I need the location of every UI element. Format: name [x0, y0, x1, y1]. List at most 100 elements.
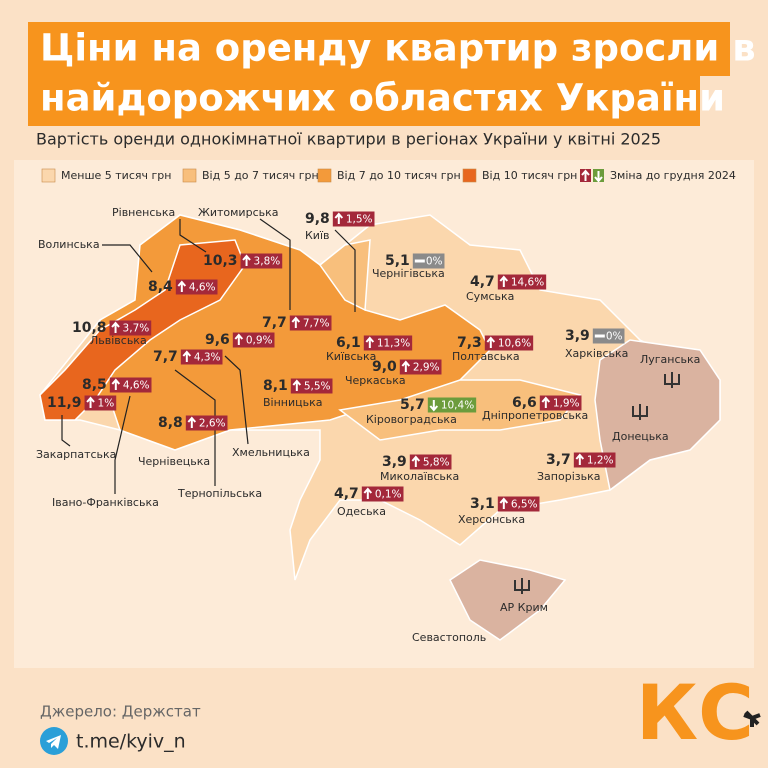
- change-badge: [361, 486, 404, 502]
- occupied-fill: [449, 559, 567, 641]
- change-badge: [109, 377, 152, 393]
- trend-icon: [499, 497, 509, 509]
- region-name: Херсонська: [458, 513, 525, 526]
- price-label: 8,4: [148, 279, 173, 295]
- region-name: Луганська: [640, 353, 700, 366]
- trend-icon: [365, 336, 375, 348]
- price-label: 10,8: [72, 320, 107, 336]
- change-label: 0%: [606, 331, 623, 343]
- legend-label: Від 7 до 10 тисяч грн: [337, 169, 461, 182]
- change-badge: [592, 328, 625, 344]
- price-label: 5,7: [400, 397, 425, 413]
- change-label: 0,9%: [246, 335, 273, 347]
- logo: КС: [636, 668, 754, 757]
- change-label: 2,9%: [413, 362, 440, 374]
- price-label: 3,1: [470, 496, 495, 512]
- change-label: 5,5%: [304, 381, 331, 393]
- price-label: 3,7: [546, 452, 571, 468]
- change-badge: [409, 454, 452, 470]
- legend-label: Від 5 до 7 тисяч грн: [202, 169, 319, 182]
- price-label: 7,7: [153, 349, 178, 365]
- change-label: 11,3%: [377, 338, 410, 350]
- price-label: 3,9: [382, 454, 407, 470]
- source: Джерело: Держстат: [40, 703, 201, 721]
- region-name: Рівненська: [112, 206, 175, 219]
- region-name: Львівська: [90, 334, 147, 347]
- title-line: найдорожчих областях України: [40, 77, 725, 120]
- price-label: 8,8: [158, 415, 183, 431]
- region-name: Київ: [305, 229, 330, 242]
- region-name: Донецька: [612, 430, 669, 443]
- region-name: Сумська: [466, 290, 514, 303]
- change-label: 10,4%: [441, 400, 474, 412]
- change-badge: [185, 415, 228, 431]
- change-label: 7,7%: [303, 318, 330, 330]
- trident-icon: [664, 372, 680, 388]
- legend-swatch: [182, 168, 197, 183]
- change-label: 6,5%: [511, 499, 538, 511]
- trend-icon: [292, 379, 302, 391]
- trend-icon: [111, 378, 121, 390]
- trend-icon: [363, 487, 373, 499]
- change-label: 1%: [98, 398, 115, 410]
- change-badge: [539, 395, 582, 411]
- region-name: Одеська: [337, 505, 386, 518]
- change-label: 4,6%: [189, 282, 216, 294]
- legend-label: Зміна до грудня 2024: [610, 169, 736, 182]
- change-badge: [232, 332, 275, 348]
- change-label: 4,3%: [194, 352, 221, 364]
- price-label: 5,1: [385, 253, 410, 269]
- region-name: Полтавська: [452, 350, 520, 363]
- trident-icon: [632, 404, 648, 420]
- occupied-fill: [594, 339, 721, 492]
- leader-line: [102, 244, 153, 273]
- region-name: Житомирська: [198, 206, 278, 219]
- price-label: 4,7: [334, 486, 359, 502]
- leader-line: [179, 219, 207, 253]
- trend-icon: [187, 416, 197, 428]
- trend-icon: [594, 334, 605, 338]
- trend-icon: [411, 455, 421, 467]
- legend: Менше 5 тисяч грн Від 5 до 7 тисяч грн Від…: [41, 168, 736, 183]
- trend-icon: [111, 321, 120, 333]
- price-label: 9,8: [305, 211, 330, 227]
- trend-icon: [429, 400, 439, 412]
- trend-icon: [86, 396, 95, 408]
- title-box: [28, 22, 730, 76]
- change-label: 4,6%: [123, 380, 150, 392]
- price-label: 7,7: [262, 315, 287, 331]
- trend-icon: [414, 259, 425, 263]
- leader-line: [61, 415, 71, 447]
- trend-icon: [486, 336, 496, 348]
- subtitle: Вартість оренди однокімнатної квартири в…: [36, 130, 661, 149]
- change-label: 1,9%: [553, 398, 580, 410]
- title-box: [28, 74, 700, 126]
- change-label: 3,7%: [123, 323, 150, 335]
- price-label: 4,7: [470, 274, 495, 290]
- price-label: 7,3: [457, 335, 482, 351]
- change-label: 2,6%: [199, 418, 226, 430]
- change-badge: [412, 253, 445, 269]
- logo-star: [743, 710, 761, 727]
- trend-icon: [401, 360, 411, 372]
- region-name: Дніпропетровська: [482, 409, 588, 422]
- change-badge: [363, 335, 413, 351]
- region-name: Миколаївська: [380, 470, 459, 483]
- legend-swatch: [462, 168, 477, 183]
- title-line: Ціни на оренду квартир зросли в: [40, 27, 756, 70]
- channel-link[interactable]: t.me/kyiv_n: [76, 731, 186, 753]
- price-label: 8,5: [82, 377, 107, 393]
- price-label: 6,6: [512, 395, 537, 411]
- change-label: 0%: [426, 256, 443, 268]
- change-badge: [427, 397, 477, 413]
- region-labels: Волинська 8,4 4,6% Рівненська 10,3 3,8% Житоми…: [36, 206, 700, 644]
- trend-icon: [242, 254, 251, 266]
- trend-icon: [499, 275, 509, 287]
- change-badge: [497, 274, 547, 290]
- price-label: 9,6: [205, 332, 230, 348]
- change-label: 1,2%: [587, 455, 614, 467]
- legend-swatch: [41, 168, 56, 183]
- trend-icon: [177, 280, 187, 292]
- legend-label: Від 10 тисяч грн: [482, 169, 577, 182]
